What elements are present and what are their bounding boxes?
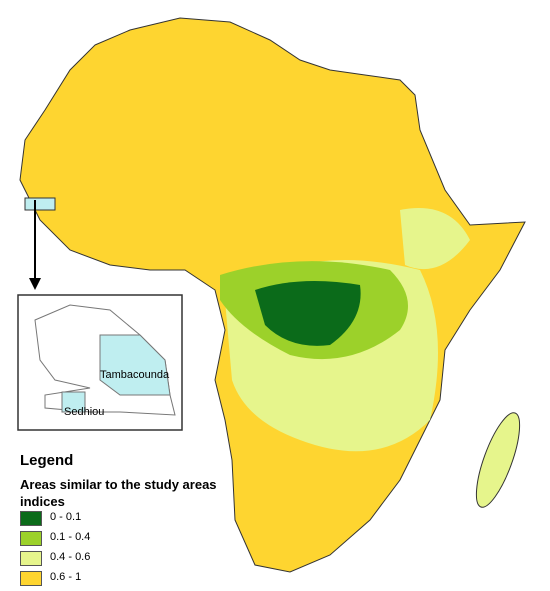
inset-label: Sedhiou [64,406,104,418]
legend-subtitle: Areas similar to the study areas indices [20,477,217,509]
legend-title: Legend [20,452,74,469]
legend-swatch [20,571,42,586]
core-zone [255,281,361,346]
legend-label: 0 - 0.1 [50,511,82,523]
legend-label: 0.1 - 0.4 [50,531,91,543]
legend-label: 0.4 - 0.6 [50,551,91,563]
madagascar [475,412,521,508]
horn-zone [400,208,470,270]
tambacounda [99,334,171,396]
sedhiou [61,391,86,413]
legend-label: 0.6 - 1 [50,571,82,583]
inset-label: Tambacounda [100,369,170,381]
legend-swatch [20,531,42,546]
senegal-marker [24,197,56,211]
arrow-head [29,278,41,290]
legend-swatch [20,511,42,526]
legend-swatch [20,551,42,566]
